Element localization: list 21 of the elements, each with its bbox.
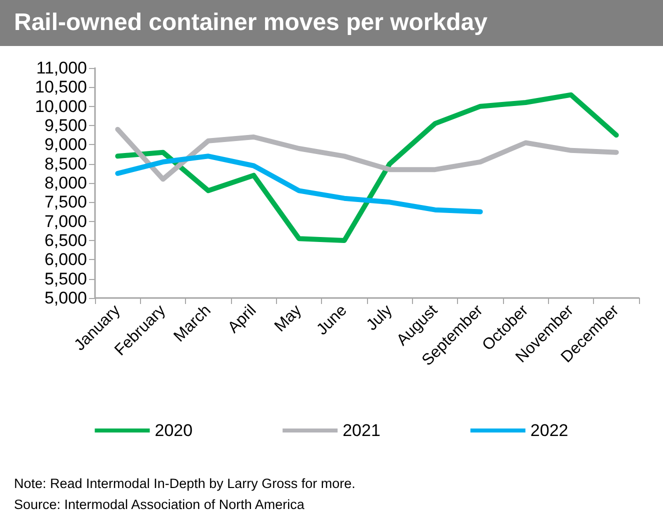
y-tick-label: 10,500 <box>35 78 87 97</box>
x-tick-label: July <box>364 302 396 334</box>
y-tick-label: 9,000 <box>44 135 87 154</box>
y-tick-label: 9,500 <box>44 116 87 135</box>
y-tick-label: 6,000 <box>44 250 87 270</box>
y-tick-label: 8,500 <box>44 154 87 174</box>
y-tick-label: 6,500 <box>44 231 87 250</box>
y-tick-label: 11,000 <box>36 58 87 78</box>
legend-label: 2022 <box>530 421 568 440</box>
y-tick-label: 7,500 <box>44 192 87 212</box>
y-tick-label: 5,000 <box>44 288 87 308</box>
legend-label: 2020 <box>154 421 193 440</box>
x-tick-label: May <box>272 302 306 336</box>
legend-label: 2021 <box>342 421 380 440</box>
y-tick-label: 8,000 <box>44 174 87 192</box>
y-tick-label: 5,500 <box>44 269 87 288</box>
chart-title: Rail-owned container moves per workday <box>0 0 663 46</box>
y-tick-label: 10,000 <box>35 96 87 116</box>
source-note: Source: Intermodal Association of North America <box>14 497 306 512</box>
text: Note: Read Intermodal In-Depth by Larry Gross for more. <box>14 476 356 491</box>
y-tick-label: 7,000 <box>44 212 87 231</box>
